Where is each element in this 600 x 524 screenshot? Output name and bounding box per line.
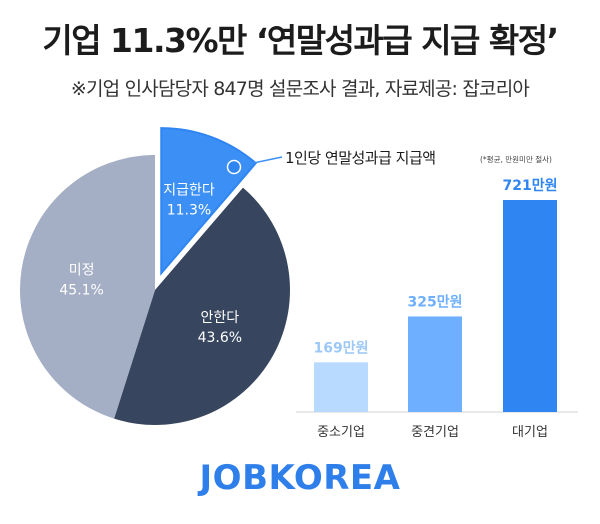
bar-chart-note: (*평균, 만원미만 절사) (480, 154, 552, 164)
pie-label-pay: 지급한다 (163, 182, 215, 198)
pie-label-no-pay: 안한다 (201, 310, 240, 326)
page-subtitle: ※기업 인사담당자 847명 설문조사 결과, 자료제공: 잡코리아 (70, 78, 530, 100)
pie-label-undecided: 미정 (69, 263, 95, 279)
callout: 1인당 연말성과급 지급액 (*평균, 만원미만 절사) (226, 149, 552, 175)
bar-large (503, 200, 557, 412)
bar-value-sme: 169만원 (314, 340, 369, 356)
pie-slice-no-pay (114, 187, 291, 426)
bar-value-large: 721만원 (503, 178, 558, 194)
brand-logo: JOBKOREA (199, 458, 401, 498)
bar-sme (314, 362, 368, 412)
bar-category-sme: 중소기업 (317, 425, 365, 440)
bar-midsize (408, 316, 462, 412)
callout-leader-line (233, 156, 283, 168)
bar-category-midsize: 중견기업 (411, 425, 459, 440)
callout-dot (226, 159, 242, 175)
bar-category-large: 대기업 (512, 425, 548, 440)
pie-value-undecided: 45.1% (59, 283, 103, 299)
pie-slice-undecided (19, 155, 155, 419)
bar-chart-title: 1인당 연말성과급 지급액 (285, 149, 436, 167)
pie-value-pay: 11.3% (167, 202, 211, 218)
pie-chart: 지급한다 11.3% 안한다 43.6% 미정 45.1% (19, 127, 291, 426)
pie-value-no-pay: 43.6% (198, 330, 242, 346)
page-title: 기업 11.3%만 ‘연말성과급 지급 확정’ (42, 21, 559, 60)
bar-value-midsize: 325만원 (408, 294, 463, 310)
